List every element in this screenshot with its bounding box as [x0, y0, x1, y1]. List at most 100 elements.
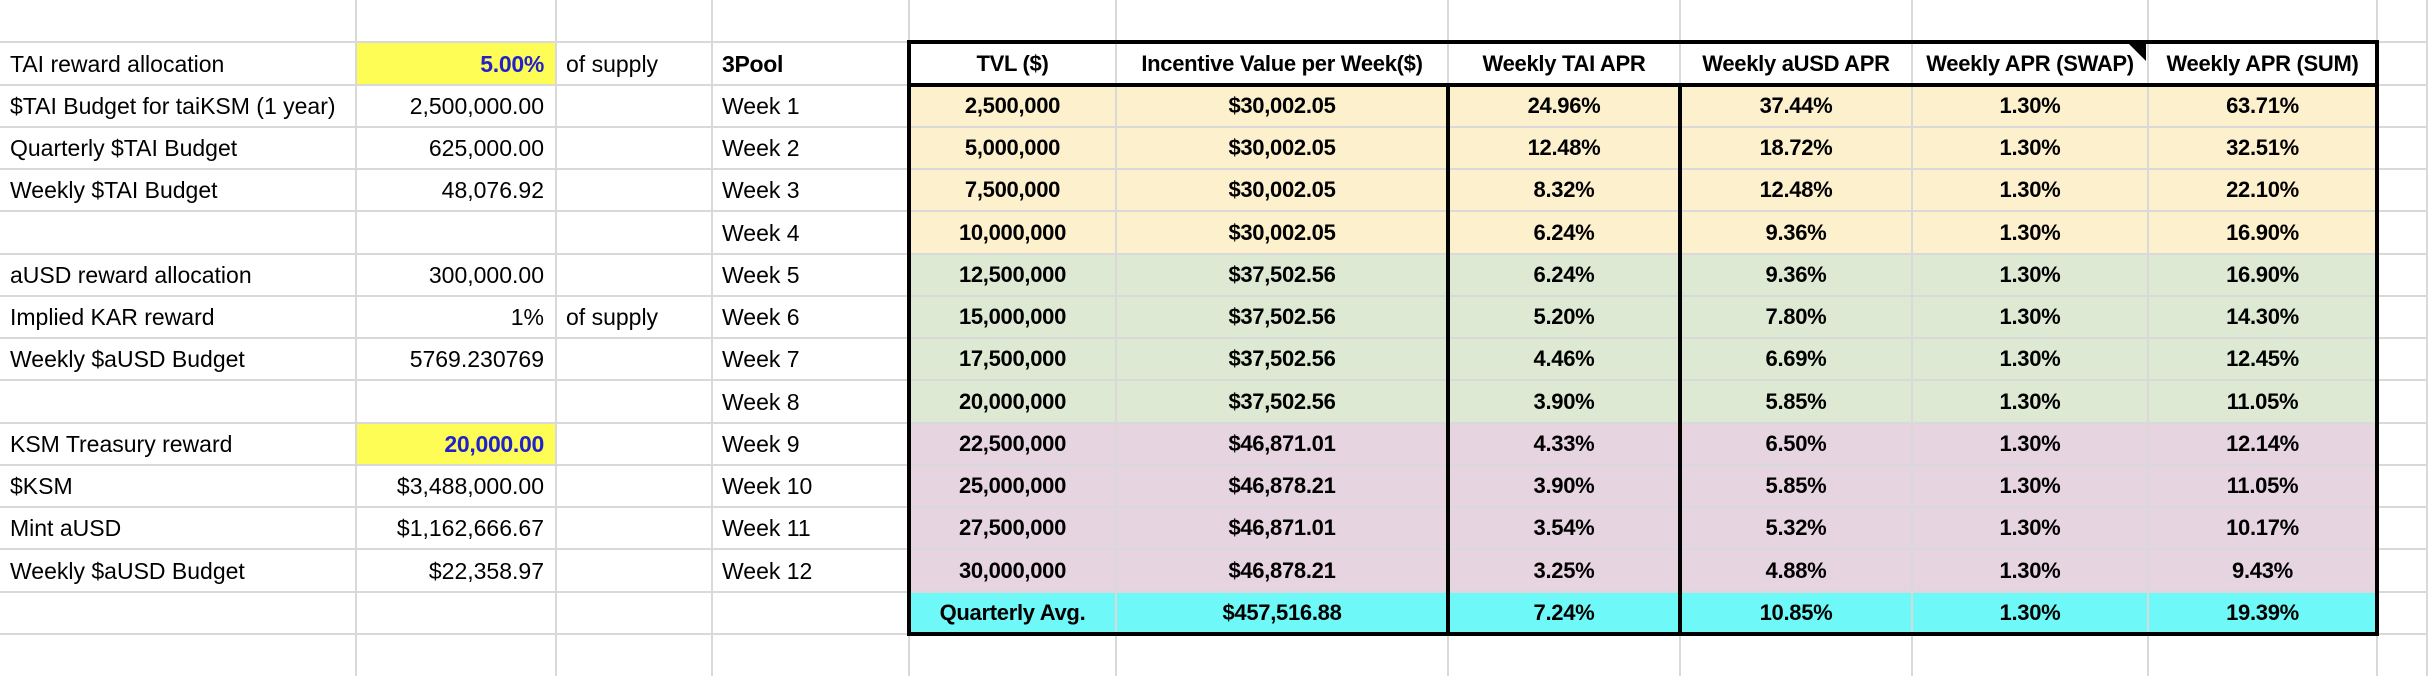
- week-label-cell[interactable]: Week 2: [722, 135, 800, 161]
- left-value-cell[interactable]: $22,358.97: [428, 557, 544, 584]
- tvl-cell[interactable]: 25,000,000: [958, 473, 1067, 498]
- week-label-cell[interactable]: Week 8: [722, 388, 800, 415]
- summary-tai-apr-cell[interactable]: 7.24%: [1533, 599, 1595, 625]
- left-label-cell[interactable]: Weekly $aUSD Budget: [10, 346, 245, 373]
- week-label-cell[interactable]: Week 4: [722, 219, 800, 246]
- tvl-cell[interactable]: 2,500,000: [964, 92, 1061, 118]
- highlighted-value-cell[interactable]: 5.00%: [480, 50, 544, 77]
- swap-apr-cell[interactable]: 1.30%: [1999, 346, 2061, 372]
- left-label-cell[interactable]: $KSM: [10, 473, 73, 499]
- ausd-apr-cell[interactable]: 7.80%: [1765, 304, 1827, 329]
- incentive-cell[interactable]: $30,002.05: [1228, 219, 1336, 245]
- left-value-cell[interactable]: 48,076.92: [441, 177, 544, 204]
- week-label-cell[interactable]: Week 3: [722, 177, 800, 204]
- swap-apr-cell[interactable]: 1.30%: [1999, 219, 2061, 245]
- pool-name-header-cell[interactable]: 3Pool: [722, 50, 784, 77]
- summary-ausd-apr-cell[interactable]: 10.85%: [1759, 599, 1833, 625]
- week-label-cell[interactable]: Week 9: [722, 430, 800, 457]
- incentive-cell[interactable]: $30,002.05: [1228, 135, 1336, 160]
- column-header-cell[interactable]: Weekly aUSD APR: [1702, 50, 1890, 76]
- week-label-cell[interactable]: Week 5: [722, 261, 800, 288]
- summary-sum-apr-cell[interactable]: 19.39%: [2226, 599, 2299, 625]
- column-header-cell[interactable]: Incentive Value per Week($): [1141, 50, 1423, 76]
- ausd-apr-cell[interactable]: 5.32%: [1765, 515, 1827, 541]
- swap-apr-cell[interactable]: 1.30%: [1999, 135, 2061, 160]
- column-header-cell[interactable]: Weekly TAI APR: [1482, 50, 1646, 76]
- week-label-cell[interactable]: Week 12: [722, 557, 813, 584]
- week-label-cell[interactable]: Week 1: [722, 92, 800, 119]
- sum-apr-cell[interactable]: 14.30%: [2226, 304, 2299, 329]
- tvl-cell[interactable]: 30,000,000: [958, 557, 1067, 583]
- tai-apr-cell[interactable]: 6.24%: [1533, 219, 1595, 245]
- sum-apr-cell[interactable]: 11.05%: [2226, 473, 2299, 498]
- ausd-apr-cell[interactable]: 5.85%: [1765, 388, 1827, 414]
- sum-apr-cell[interactable]: 32.51%: [2226, 135, 2299, 160]
- tai-apr-cell[interactable]: 6.24%: [1533, 261, 1595, 287]
- tai-apr-cell[interactable]: 8.32%: [1533, 177, 1595, 203]
- highlighted-value-cell[interactable]: 20,000.00: [444, 430, 544, 457]
- incentive-cell[interactable]: $46,878.21: [1228, 557, 1336, 583]
- swap-apr-cell[interactable]: 1.30%: [1999, 557, 2061, 583]
- supply-note-cell[interactable]: of supply: [566, 50, 659, 77]
- sum-apr-cell[interactable]: 9.43%: [2232, 557, 2293, 583]
- incentive-cell[interactable]: $37,502.56: [1228, 346, 1336, 372]
- sum-apr-cell[interactable]: 12.14%: [2226, 430, 2299, 456]
- left-label-cell[interactable]: Weekly $aUSD Budget: [10, 557, 245, 584]
- tai-apr-cell[interactable]: 3.90%: [1533, 473, 1595, 498]
- ausd-apr-cell[interactable]: 9.36%: [1765, 261, 1827, 287]
- week-label-cell[interactable]: Week 7: [722, 346, 800, 373]
- column-header-cell[interactable]: Weekly APR (SUM): [2166, 50, 2359, 76]
- week-label-cell[interactable]: Week 10: [722, 473, 813, 499]
- summary-label-cell[interactable]: Quarterly Avg.: [939, 599, 1086, 625]
- incentive-cell[interactable]: $30,002.05: [1228, 177, 1336, 203]
- tai-apr-cell[interactable]: 4.33%: [1533, 430, 1595, 456]
- sum-apr-cell[interactable]: 11.05%: [2226, 388, 2299, 414]
- tvl-cell[interactable]: 12,500,000: [958, 261, 1067, 287]
- ausd-apr-cell[interactable]: 6.69%: [1765, 346, 1827, 372]
- swap-apr-cell[interactable]: 1.30%: [1999, 430, 2061, 456]
- left-value-cell[interactable]: $3,488,000.00: [396, 473, 544, 499]
- tai-apr-cell[interactable]: 24.96%: [1527, 92, 1601, 118]
- left-label-cell[interactable]: Quarterly $TAI Budget: [10, 135, 238, 161]
- incentive-cell[interactable]: $37,502.56: [1228, 388, 1336, 414]
- column-header-cell[interactable]: TVL ($): [976, 50, 1049, 76]
- swap-apr-cell[interactable]: 1.30%: [1999, 177, 2061, 203]
- sum-apr-cell[interactable]: 63.71%: [2226, 92, 2299, 118]
- tvl-cell[interactable]: 15,000,000: [958, 304, 1067, 329]
- left-label-cell[interactable]: Mint aUSD: [10, 515, 122, 542]
- left-value-cell[interactable]: 300,000.00: [428, 261, 544, 288]
- incentive-cell[interactable]: $37,502.56: [1228, 261, 1336, 287]
- tvl-cell[interactable]: 22,500,000: [958, 430, 1067, 456]
- ausd-apr-cell[interactable]: 9.36%: [1765, 219, 1827, 245]
- left-value-cell[interactable]: 2,500,000.00: [409, 92, 544, 119]
- left-label-cell[interactable]: Implied KAR reward: [10, 304, 215, 330]
- left-label-cell[interactable]: aUSD reward allocation: [10, 261, 252, 288]
- sum-apr-cell[interactable]: 12.45%: [2226, 346, 2299, 372]
- tai-apr-cell[interactable]: 3.90%: [1533, 388, 1595, 414]
- swap-apr-cell[interactable]: 1.30%: [1999, 388, 2061, 414]
- tvl-cell[interactable]: 17,500,000: [958, 346, 1067, 372]
- supply-note-cell[interactable]: of supply: [566, 304, 659, 330]
- ausd-apr-cell[interactable]: 37.44%: [1759, 92, 1833, 118]
- tai-apr-cell[interactable]: 5.20%: [1533, 304, 1595, 329]
- incentive-cell[interactable]: $46,871.01: [1228, 430, 1336, 456]
- week-label-cell[interactable]: Week 11: [722, 515, 811, 542]
- incentive-cell[interactable]: $30,002.05: [1228, 92, 1336, 118]
- column-header-cell[interactable]: Weekly APR (SWAP): [1926, 50, 2134, 76]
- tvl-cell[interactable]: 27,500,000: [958, 515, 1067, 541]
- summary-incentive-cell[interactable]: $457,516.88: [1222, 599, 1342, 625]
- swap-apr-cell[interactable]: 1.30%: [1999, 515, 2061, 541]
- left-value-cell[interactable]: 625,000.00: [428, 135, 544, 161]
- sum-apr-cell[interactable]: 16.90%: [2226, 261, 2299, 287]
- tai-apr-cell[interactable]: 3.54%: [1533, 515, 1595, 541]
- tvl-cell[interactable]: 5,000,000: [964, 135, 1061, 160]
- left-value-cell[interactable]: $1,162,666.67: [396, 515, 544, 542]
- swap-apr-cell[interactable]: 1.30%: [1999, 304, 2061, 329]
- swap-apr-cell[interactable]: 1.30%: [1999, 261, 2061, 287]
- summary-swap-apr-cell[interactable]: 1.30%: [1999, 599, 2061, 625]
- week-label-cell[interactable]: Week 6: [722, 304, 800, 330]
- tai-apr-cell[interactable]: 12.48%: [1527, 135, 1601, 160]
- left-value-cell[interactable]: 1%: [510, 304, 544, 330]
- tvl-cell[interactable]: 20,000,000: [958, 388, 1067, 414]
- sum-apr-cell[interactable]: 16.90%: [2226, 219, 2299, 245]
